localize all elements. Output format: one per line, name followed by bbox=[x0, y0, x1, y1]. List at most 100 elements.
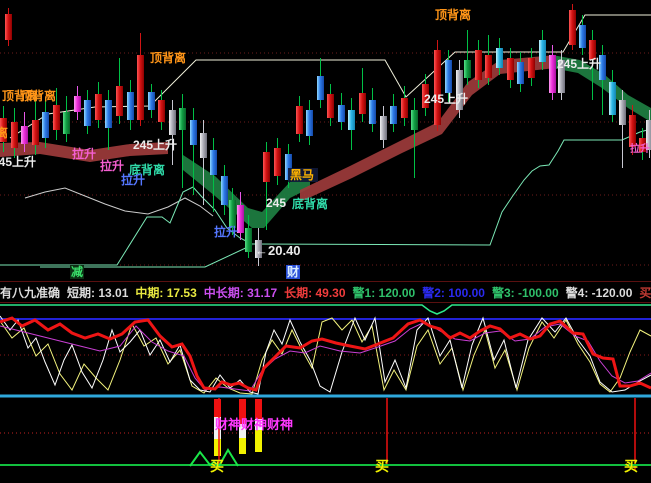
annotation-label: 顶背离 bbox=[435, 7, 471, 22]
indicator-segment: 短期: 13.01 bbox=[67, 286, 129, 300]
candle-body bbox=[32, 120, 39, 145]
annotation-label: 顶背离 bbox=[150, 50, 186, 65]
candle-body bbox=[74, 96, 81, 112]
indicator-segment: 中期: 17.53 bbox=[135, 286, 197, 300]
candle-body bbox=[528, 58, 535, 78]
candle-body bbox=[369, 100, 376, 124]
caishen-signal-label: 财神财神财神 bbox=[215, 417, 293, 432]
annotation-label: 拉升 bbox=[630, 142, 650, 155]
candle-body bbox=[507, 58, 514, 80]
candle-body bbox=[558, 60, 565, 93]
signal-bar bbox=[239, 399, 246, 424]
candle-body bbox=[619, 100, 626, 125]
candle-body bbox=[190, 120, 197, 145]
buy-signal-label: 买 bbox=[624, 458, 638, 474]
candle-body bbox=[579, 25, 586, 48]
bearish-band bbox=[300, 55, 556, 202]
candle-body bbox=[569, 10, 576, 45]
candle-body bbox=[434, 50, 441, 125]
indicator-segment: 警1: 120.00 bbox=[352, 286, 416, 300]
wealth-signal-tag: 财 bbox=[286, 265, 301, 279]
oscillator-main-red-line bbox=[0, 316, 651, 392]
annotation-label: 底背离 bbox=[129, 162, 165, 177]
ma-line bbox=[24, 187, 214, 217]
bearish-band bbox=[0, 142, 168, 162]
annotation-label: 底背离 bbox=[292, 196, 328, 211]
annotation-label: 背离 bbox=[0, 125, 8, 140]
candle-body bbox=[380, 116, 387, 140]
candle-body bbox=[21, 126, 28, 144]
annotation-label: 顶背离 bbox=[20, 88, 56, 103]
annotation-label: 黑马 bbox=[290, 168, 314, 182]
candle-body bbox=[63, 112, 70, 134]
candle-body bbox=[285, 154, 292, 180]
candle-body bbox=[255, 240, 262, 258]
buy-signal-label: 买 bbox=[375, 458, 389, 474]
signal-bar bbox=[239, 438, 246, 454]
support-envelope-line bbox=[40, 244, 253, 268]
candle-body bbox=[599, 55, 606, 80]
candle-body bbox=[549, 55, 556, 93]
candle-body bbox=[390, 106, 397, 124]
indicator-segment: 有八九准确 bbox=[0, 286, 61, 300]
candle-body bbox=[317, 76, 324, 100]
candle-body bbox=[589, 40, 596, 60]
annotation-label: ←20.40 bbox=[255, 243, 301, 258]
annotation-label: 245上升 bbox=[424, 91, 468, 106]
candle-body bbox=[11, 122, 18, 148]
buy-zigzag-marker bbox=[189, 448, 239, 468]
annotation-label: 拉升 bbox=[72, 146, 96, 161]
annotation-label: 顶背离 bbox=[2, 88, 38, 103]
annotation-label: 拉升 bbox=[214, 224, 238, 239]
indicator-segment: 买点 bbox=[639, 286, 651, 300]
reduce-signal-tag: 减 bbox=[70, 265, 85, 279]
annotation-label: 245上升 bbox=[557, 56, 601, 71]
signal-bar bbox=[214, 399, 221, 417]
oscillator-magenta-line bbox=[0, 321, 651, 392]
candle-body bbox=[401, 98, 408, 118]
candle-body bbox=[539, 40, 546, 62]
annotation-label: 拉升 bbox=[121, 172, 145, 187]
candle-body bbox=[200, 133, 207, 158]
candle-body bbox=[456, 70, 463, 110]
candle-body bbox=[158, 100, 165, 122]
candle-body bbox=[229, 200, 236, 228]
candle-body bbox=[179, 108, 186, 130]
buy-signal-label: 买 bbox=[210, 458, 224, 474]
annotation-label: 245 bbox=[266, 196, 286, 210]
indicator-value-bar: 有八九准确 短期: 13.01 中期: 17.53 中长期: 31.17 长期: 49.… bbox=[0, 284, 651, 302]
support-envelope-line bbox=[0, 128, 651, 266]
indicator-segment: 警4: -120.00 bbox=[565, 286, 633, 300]
bullish-band bbox=[552, 55, 651, 122]
indicator-segment: 警3: -100.00 bbox=[491, 286, 559, 300]
candle-body bbox=[116, 86, 123, 116]
candle-body bbox=[105, 100, 112, 128]
candle-body bbox=[169, 110, 176, 135]
candle-body bbox=[496, 48, 503, 68]
candle-body bbox=[245, 228, 252, 252]
candle-body bbox=[95, 94, 102, 120]
candle-body bbox=[338, 105, 345, 122]
candle-body bbox=[327, 94, 334, 118]
candle-body bbox=[517, 62, 524, 84]
candle-body bbox=[263, 152, 270, 182]
indicator-segment: 中长期: 31.17 bbox=[203, 286, 278, 300]
annotation-label: 245上升 bbox=[0, 154, 36, 169]
candle-body bbox=[127, 92, 134, 120]
signal-bar bbox=[214, 417, 221, 439]
candle-body bbox=[274, 148, 281, 176]
annotation-bg bbox=[288, 168, 318, 182]
candle-body bbox=[485, 55, 492, 78]
signal-bar bbox=[214, 439, 221, 456]
candle-body bbox=[237, 205, 244, 233]
candle-body bbox=[411, 110, 418, 130]
candle-body bbox=[464, 60, 471, 78]
candle-body bbox=[5, 14, 12, 40]
candle-body bbox=[475, 50, 482, 80]
signal-bar bbox=[255, 399, 262, 419]
candle-body bbox=[42, 112, 49, 138]
signal-bar bbox=[239, 424, 246, 438]
signal-bar bbox=[255, 430, 262, 452]
